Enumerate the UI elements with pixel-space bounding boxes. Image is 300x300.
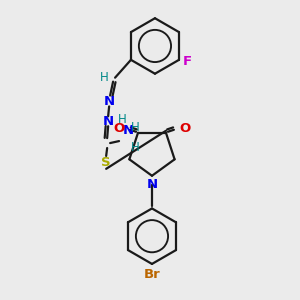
Text: Br: Br [144, 268, 160, 281]
Text: F: F [183, 55, 192, 68]
Text: N: N [103, 95, 115, 108]
Text: N: N [103, 115, 114, 128]
Text: H: H [99, 71, 108, 84]
Text: O: O [113, 122, 124, 135]
Text: S: S [101, 156, 111, 170]
Text: H: H [131, 121, 140, 134]
Text: O: O [180, 122, 191, 135]
Text: H: H [131, 141, 140, 154]
Text: N: N [123, 124, 134, 137]
Text: H: H [118, 113, 127, 126]
Text: N: N [146, 178, 158, 191]
